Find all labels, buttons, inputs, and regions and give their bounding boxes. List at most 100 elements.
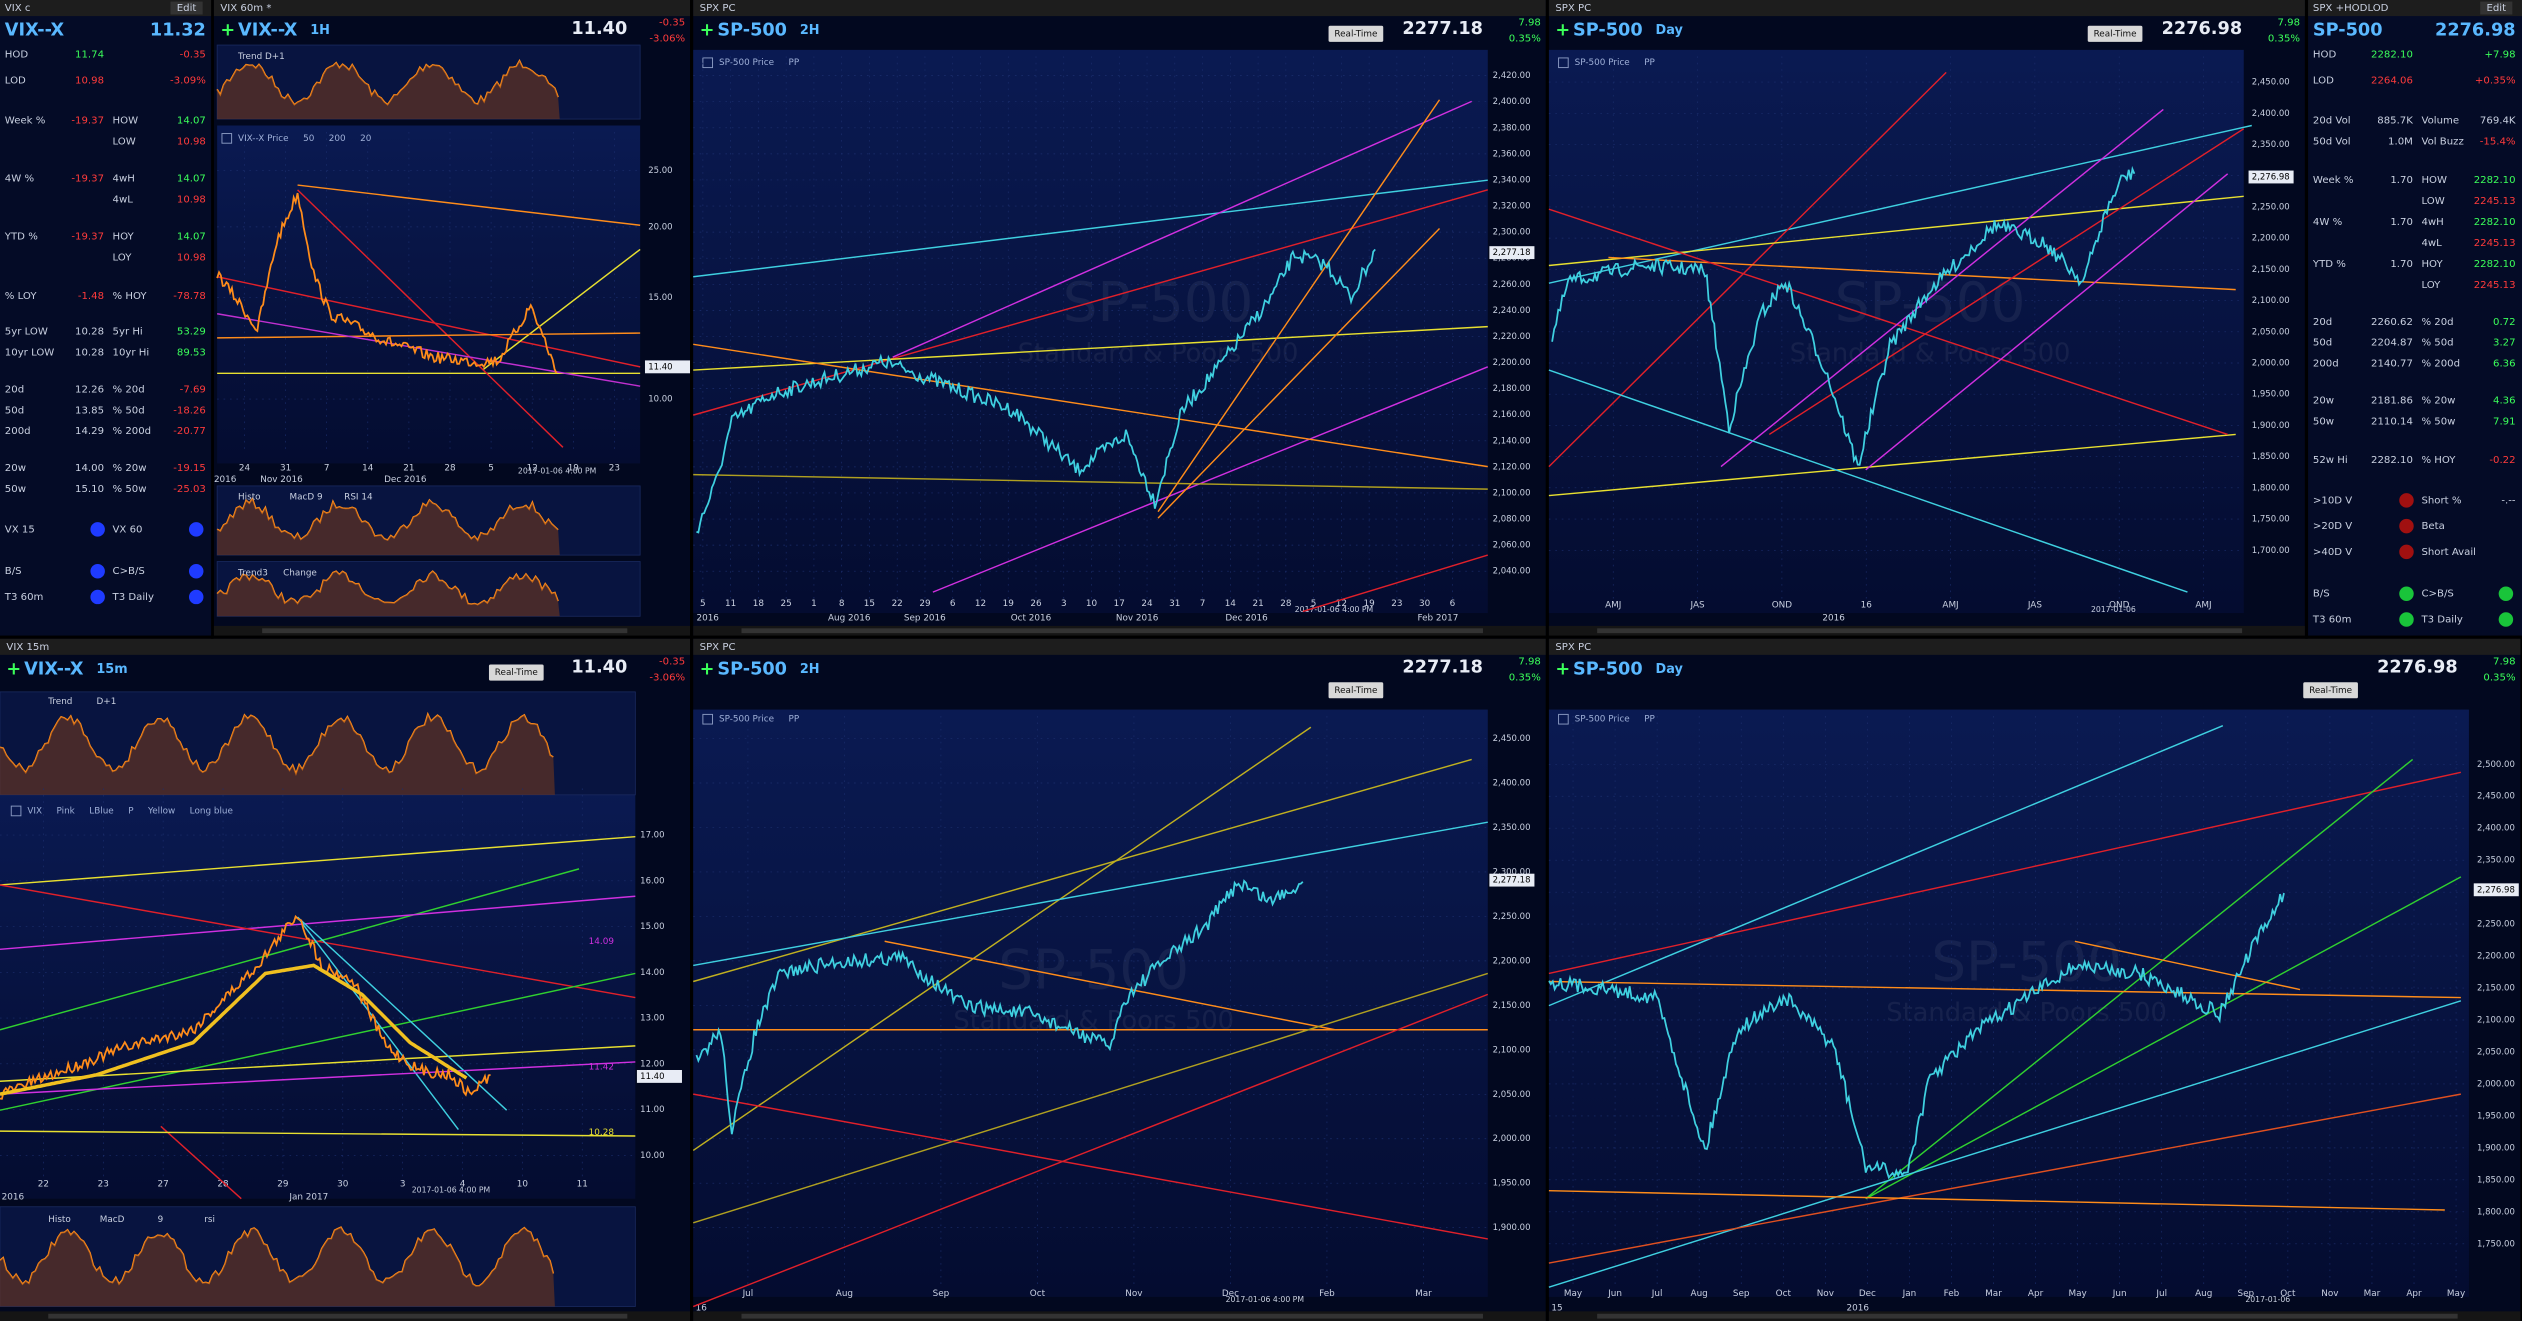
legend-item[interactable]: 20: [360, 134, 372, 144]
price-trace: [0, 914, 491, 1100]
y-tick-label: 10.00: [640, 1151, 664, 1161]
study-label: MacD: [100, 1215, 125, 1225]
y-tick-label: 2,120.00: [1493, 462, 1531, 472]
row-label: HOD: [5, 50, 29, 61]
row-label: 50d: [5, 405, 24, 416]
x-major-label: Nov 2016: [260, 475, 303, 485]
legend-item[interactable]: SP-500 Price: [719, 58, 774, 68]
legend-item[interactable]: P: [128, 806, 134, 816]
interval[interactable]: 15m: [96, 662, 127, 677]
interval[interactable]: 2H: [800, 662, 820, 677]
edit-label[interactable]: Edit: [177, 3, 197, 14]
row-label: LOY: [2421, 280, 2441, 291]
legend-item[interactable]: Pink: [57, 806, 76, 816]
x-tick-label: Nov: [2321, 1289, 2338, 1299]
row-value: 10.28: [75, 326, 104, 337]
legend-item[interactable]: VIX: [27, 806, 42, 816]
legend-item[interactable]: VIX--X Price: [238, 134, 289, 144]
interval[interactable]: 1H: [310, 23, 330, 38]
study-area: [0, 1227, 555, 1307]
symbol: VIX--X: [24, 659, 84, 679]
row-label: 50d: [2313, 338, 2332, 349]
row-value: 2282.10: [2474, 217, 2516, 228]
realtime-label: Real-Time: [2309, 686, 2352, 696]
x-tick-label: Aug: [836, 1289, 853, 1299]
x-tick-label: 7: [1200, 599, 1206, 609]
y-tick-label: 2,200.00: [1493, 358, 1531, 368]
y-tick-label: 1,850.00: [2477, 1175, 2515, 1185]
add-icon: +: [700, 21, 715, 41]
edit-button[interactable]: [2480, 1, 2513, 15]
price-trace: [695, 879, 1304, 1135]
row-label: 200d: [5, 426, 31, 437]
legend-item[interactable]: PP: [1644, 715, 1655, 725]
change: -0.35: [659, 656, 685, 667]
legend-item[interactable]: SP-500 Price: [719, 715, 774, 725]
y-tick-label: 1,950.00: [1493, 1179, 1531, 1189]
legend-item[interactable]: PP: [789, 715, 800, 725]
status-dot: [90, 563, 105, 579]
y-tick-label: 2,150.00: [2477, 984, 2515, 994]
watermark-sub: Standard & Poors 500: [953, 1006, 1234, 1036]
x-tick-label: JAS: [2027, 600, 2042, 610]
legend-item[interactable]: SP-500 Price: [1575, 58, 1630, 68]
y-tick-label: 2,360.00: [1493, 149, 1531, 159]
x-tick-label: May: [2447, 1289, 2465, 1299]
edit-label[interactable]: Edit: [2486, 3, 2506, 14]
y-tick-label: 1,950.00: [2477, 1111, 2515, 1121]
legend-item[interactable]: PP: [1644, 58, 1655, 68]
row-label: 52w Hi: [2313, 455, 2348, 466]
legend-item[interactable]: 50: [303, 134, 315, 144]
row-label: % 50w: [2421, 417, 2455, 428]
row-label: HOW: [113, 116, 139, 127]
realtime-label: Real-Time: [2094, 29, 2137, 39]
tab-title: SPX PC: [1555, 3, 1591, 14]
row-label: % 20d: [113, 384, 145, 395]
row-value: 3.27: [2493, 338, 2516, 349]
trend-line: [1608, 256, 2236, 291]
legend-item[interactable]: SP-500 Price: [1575, 715, 1630, 725]
interval[interactable]: 2H: [800, 23, 820, 38]
trend-line: [1548, 980, 2461, 999]
price-trace: [1551, 165, 2136, 466]
trend-line: [1548, 71, 1947, 468]
legend-item[interactable]: LBlue: [89, 806, 113, 816]
edit-button[interactable]: [170, 1, 203, 15]
row-label: % HOY: [2421, 455, 2456, 466]
y-tick-label: 1,800.00: [2252, 483, 2290, 493]
scrollbar: [1597, 628, 2243, 634]
study-label: Trend D+1: [237, 52, 285, 62]
level-label: 10.28: [589, 1128, 615, 1138]
legend-item[interactable]: PP: [789, 58, 800, 68]
row-label: 20d Vol: [2313, 116, 2351, 127]
legend-item[interactable]: Yellow: [147, 806, 175, 816]
legend-item[interactable]: 200: [329, 134, 346, 144]
row-label: Volume: [2421, 116, 2459, 127]
row-label: 4W %: [2313, 217, 2343, 228]
interval[interactable]: Day: [1656, 662, 1684, 677]
x-tick-label: AMJ: [2195, 600, 2211, 610]
interval[interactable]: Day: [1656, 23, 1684, 38]
last-price: 2277.18: [1402, 19, 1483, 39]
study-label: 9: [158, 1215, 164, 1225]
study-label: D+1: [97, 697, 117, 707]
row-value: 10.98: [177, 252, 206, 263]
change: 7.98: [1518, 18, 1541, 29]
plot-area: [217, 125, 641, 464]
y-tick-label: 2,400.00: [2477, 824, 2515, 834]
x-tick-label: Mar: [1985, 1289, 2002, 1299]
row-value: 10.98: [75, 75, 104, 86]
legend-item[interactable]: Long blue: [190, 806, 233, 816]
row-label: % 50w: [113, 484, 147, 495]
trend-line: [1548, 1189, 2445, 1211]
row-label: 10yr LOW: [5, 347, 55, 358]
y-tick-label: 2,100.00: [2252, 296, 2290, 306]
scrollbar: [741, 1313, 1483, 1319]
y-tick-label: 14.00: [640, 968, 664, 978]
x-tick-label: 6: [950, 599, 956, 609]
x-tick-label: Apr: [2028, 1289, 2044, 1299]
legend-icon: [702, 713, 714, 725]
y-tick-label: 2,220.00: [1493, 332, 1531, 342]
add-icon: +: [1555, 659, 1570, 679]
tab-title: SPX +HODLOD: [2313, 3, 2389, 14]
